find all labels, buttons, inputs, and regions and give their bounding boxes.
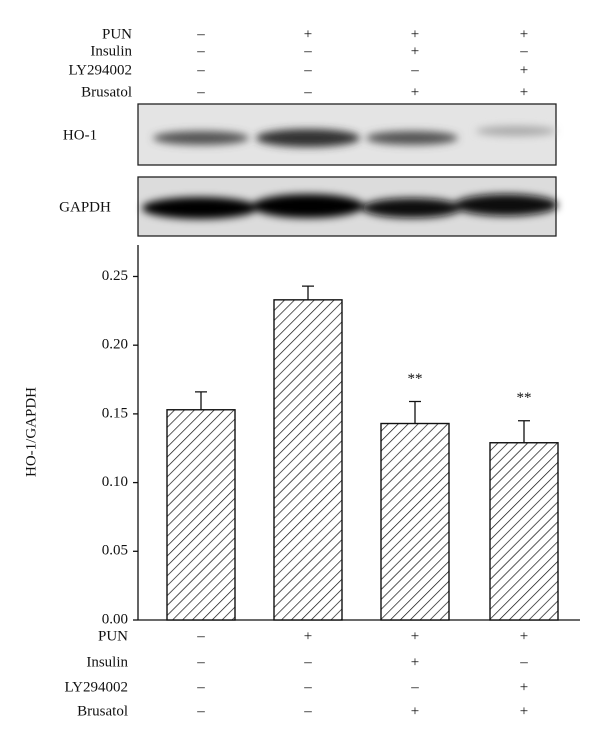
condition-value: + [520,84,528,100]
condition-value: + [304,26,312,42]
condition-value: + [411,654,419,670]
blot-bands [142,194,558,219]
condition-value: + [520,62,528,78]
bar [273,299,343,621]
condition-value: – [196,62,205,78]
condition-name: LY294002 [65,679,129,695]
condition-value: – [196,628,205,644]
condition-value: – [519,43,528,59]
bar [489,442,559,621]
condition-value: – [303,654,312,670]
y-tick-label: 0.25 [102,268,128,284]
y-tick-label: 0.20 [102,337,128,353]
significance-label: ** [408,371,423,387]
error-bar [518,420,530,443]
condition-value: – [410,679,419,695]
condition-value: – [410,62,419,78]
bar [166,409,236,621]
condition-name: Insulin [90,43,132,59]
y-tick-label: 0.00 [102,611,128,627]
condition-value: – [303,62,312,78]
condition-name: Brusatol [81,84,132,100]
y-tick-label: 0.05 [102,543,128,559]
condition-value: – [196,43,205,59]
condition-value: + [520,703,528,719]
condition-value: – [303,703,312,719]
condition-name: PUN [102,26,132,42]
bar [380,422,450,621]
condition-value: + [304,628,312,644]
condition-value: + [411,43,419,59]
condition-name: Brusatol [77,703,128,719]
condition-name: LY294002 [69,62,133,78]
condition-value: + [520,628,528,644]
condition-value: + [411,26,419,42]
error-bar [409,400,421,424]
condition-value: – [196,654,205,670]
blot-bands [153,126,556,147]
y-tick-label: 0.10 [102,474,128,490]
significance-label: ** [517,390,532,406]
condition-value: – [303,679,312,695]
condition-value: – [196,26,205,42]
error-bar [302,285,314,300]
condition-value: – [196,679,205,695]
y-tick-label: 0.15 [102,405,128,421]
condition-value: + [520,26,528,42]
condition-value: – [196,84,205,100]
blot: HO-1 GAPDH [59,103,558,237]
blot-label: HO-1 [63,127,97,143]
condition-value: + [411,703,419,719]
condition-value: + [411,628,419,644]
y-axis-label: HO-1/GAPDH [23,387,39,477]
condition-value: – [196,703,205,719]
condition-value: – [303,43,312,59]
blot-label: GAPDH [59,199,111,215]
condition-name: PUN [98,628,128,644]
condition-value: – [303,84,312,100]
condition-name: Insulin [86,654,128,670]
condition-value: + [411,84,419,100]
condition-value: + [520,679,528,695]
condition-value: – [519,654,528,670]
error-bar [195,391,207,410]
